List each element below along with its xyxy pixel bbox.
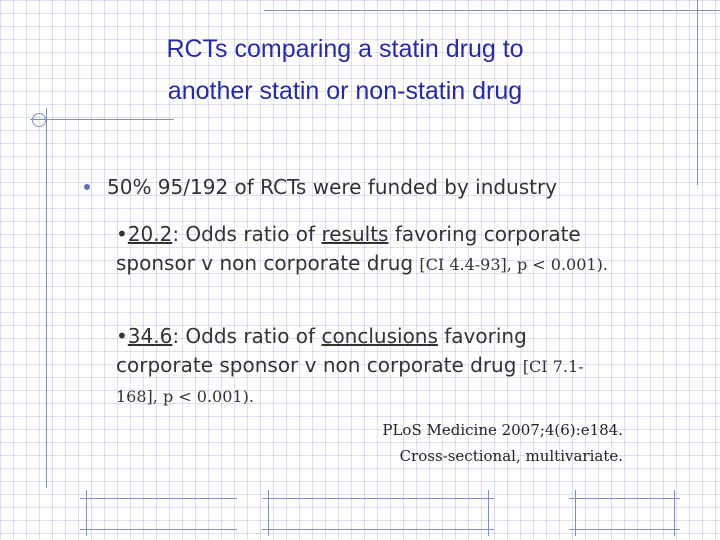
underlined-term: results — [321, 222, 389, 246]
confidence-interval: [CI 4.4-93], p < 0.001). — [419, 255, 608, 274]
citation: PLoS Medicine 2007;4(6):e184. Cross-sect… — [382, 417, 623, 469]
sub-bullet-text-before: : Odds ratio of — [172, 324, 322, 348]
footer-box-right — [569, 498, 680, 530]
footer-tick — [575, 490, 576, 536]
title-underline — [30, 119, 174, 120]
bullet-dot-icon — [84, 184, 90, 190]
sub-bullet-text-after: favoring corporate sponsor v non corpora… — [116, 222, 581, 275]
top-right-rule — [264, 10, 720, 11]
citation-line-1: PLoS Medicine 2007;4(6):e184. — [382, 421, 623, 439]
title-line-2: another statin or non-statin drug — [167, 77, 523, 105]
corner-circle-ornament — [32, 113, 46, 127]
footer-tick — [488, 490, 489, 536]
right-vertical-rule — [697, 0, 698, 185]
footer-box-left — [80, 498, 237, 530]
sub-bullet-text-before: : Odds ratio of — [172, 222, 322, 246]
title-line-1: RCTs comparing a statin drug to — [166, 35, 524, 63]
main-bullet: 50% 95/192 of RCTs were funded by indust… — [80, 173, 680, 201]
footer-tick — [268, 490, 269, 536]
footer-tick — [86, 490, 87, 536]
sub-bullet-marker: • — [116, 222, 128, 246]
sub-bullet-conclusions: •34.6: Odds ratio of conclusions favorin… — [116, 322, 616, 411]
sub-bullet-results: •20.2: Odds ratio of results favoring co… — [116, 220, 616, 279]
odds-ratio-value: 34.6 — [127, 324, 173, 348]
sub-bullet-marker: • — [116, 324, 128, 348]
footer-tick — [674, 490, 675, 536]
confidence-interval: [CI 7.1-168], p < 0.001). — [116, 357, 584, 406]
footer-box-center — [262, 498, 494, 530]
main-bullet-text: 50% 95/192 of RCTs were funded by indust… — [107, 175, 558, 199]
slide-title: RCTs comparing a statin drug to another … — [100, 28, 590, 112]
left-vertical-rule — [46, 108, 47, 488]
citation-line-2: Cross-sectional, multivariate. — [399, 447, 623, 465]
odds-ratio-value: 20.2 — [127, 222, 173, 246]
sub-bullet-text-after: favoring corporate sponsor v non corpora… — [116, 324, 527, 377]
underlined-term: conclusions — [321, 324, 438, 348]
